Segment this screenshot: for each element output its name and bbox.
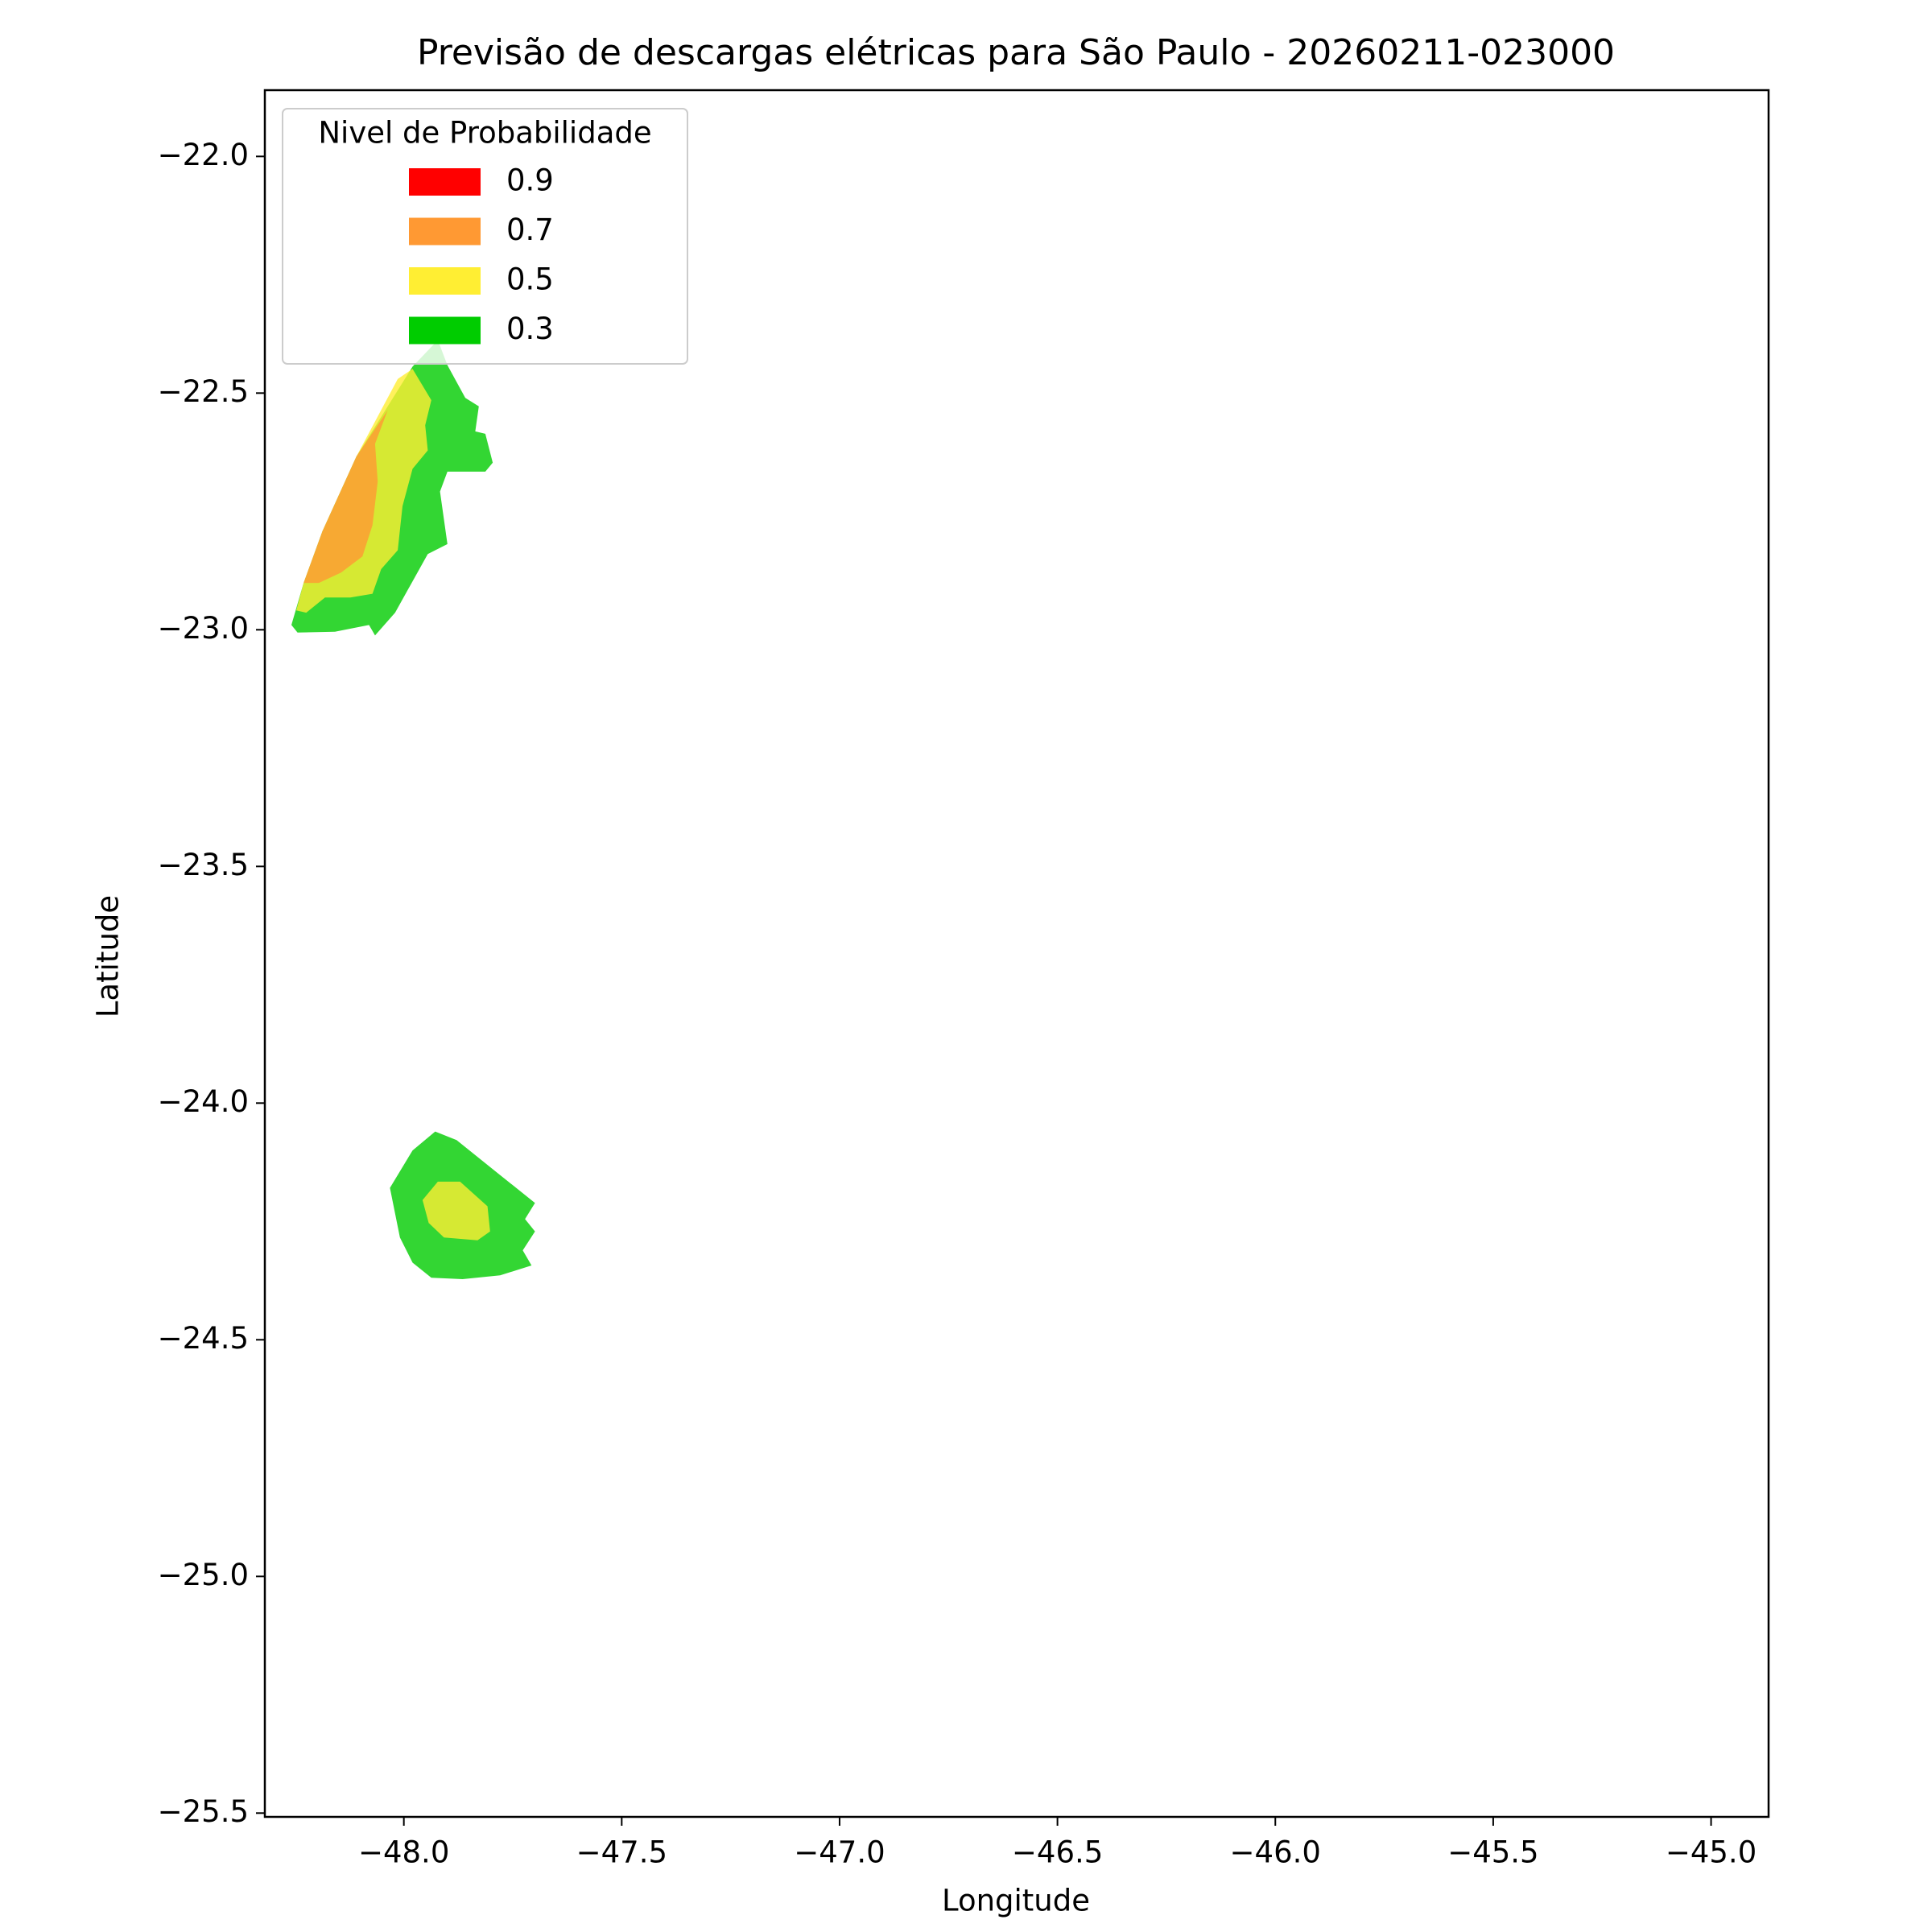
chart-title: Previsão de descargas elétricas para São… [417, 32, 1615, 73]
y-tick-label: −22.0 [158, 138, 249, 172]
legend-box [282, 108, 688, 365]
y-tick-label: −25.5 [158, 1794, 249, 1829]
x-tick-label: −47.5 [576, 1835, 667, 1870]
legend-label: 0.3 [506, 312, 554, 346]
y-tick-label: −25.0 [158, 1558, 249, 1592]
y-tick-label: −24.0 [158, 1084, 249, 1119]
legend-swatch [409, 168, 481, 196]
legend-swatch [409, 217, 481, 246]
plot-frame [263, 89, 1770, 1818]
x-tick-label: −48.0 [358, 1835, 449, 1870]
x-axis-label: Longitude [942, 1884, 1090, 1918]
y-tick-label: −23.5 [158, 848, 249, 882]
legend-swatch [409, 316, 481, 345]
x-tick-label: −47.0 [794, 1835, 885, 1870]
y-axis-label: Latitude [91, 895, 126, 1018]
y-tick-label: −22.5 [158, 374, 249, 409]
legend-title: Nivel de Probabilidade [318, 116, 651, 151]
contour-region [303, 410, 388, 584]
x-tick-label: −45.5 [1447, 1835, 1538, 1870]
legend-label: 0.7 [506, 213, 554, 247]
legend-label: 0.9 [506, 163, 554, 198]
legend-label: 0.5 [506, 262, 554, 297]
x-tick-label: −46.5 [1012, 1835, 1103, 1870]
y-tick-label: −23.0 [158, 611, 249, 646]
contour-region [422, 1181, 490, 1241]
y-tick-label: −24.5 [158, 1321, 249, 1356]
x-tick-label: −46.0 [1230, 1835, 1321, 1870]
x-tick-label: −45.0 [1666, 1835, 1757, 1870]
legend-swatch [409, 267, 481, 295]
